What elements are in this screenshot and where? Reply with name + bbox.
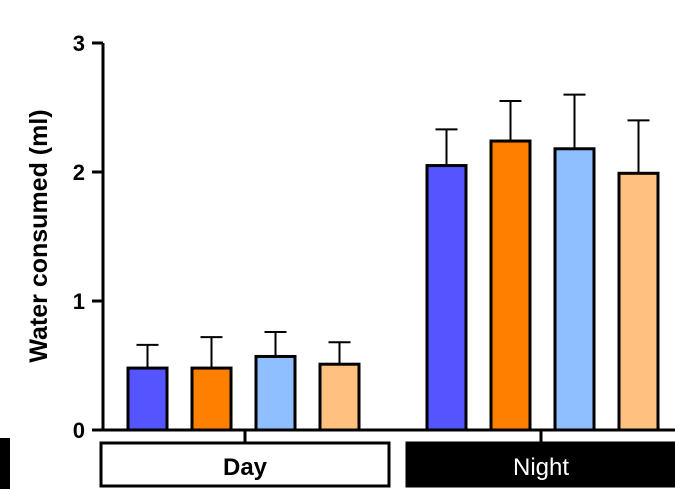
bar xyxy=(489,139,532,432)
bar xyxy=(617,171,660,432)
y-ticks: 0 1 2 3 xyxy=(73,31,103,443)
group-labels: Day Night xyxy=(99,430,675,488)
y-tick-label: 1 xyxy=(73,289,85,314)
y-tick-label: 2 xyxy=(73,160,85,185)
group-label-box xyxy=(99,441,391,488)
bar xyxy=(190,366,233,432)
cropped-edge-mark xyxy=(0,438,10,489)
group-label-text: Day xyxy=(223,454,268,481)
y-tick-label: 3 xyxy=(73,31,85,56)
bar xyxy=(425,164,468,432)
y-tick-label: 0 xyxy=(73,418,85,443)
y-axis-label: Water consumed (ml) xyxy=(25,109,53,362)
bar xyxy=(318,362,361,432)
group-label-text: Night xyxy=(513,454,569,481)
group-label-box xyxy=(405,441,675,488)
bar xyxy=(553,147,596,432)
bars-layer xyxy=(126,93,660,432)
bar xyxy=(126,366,169,432)
bar xyxy=(254,354,297,432)
